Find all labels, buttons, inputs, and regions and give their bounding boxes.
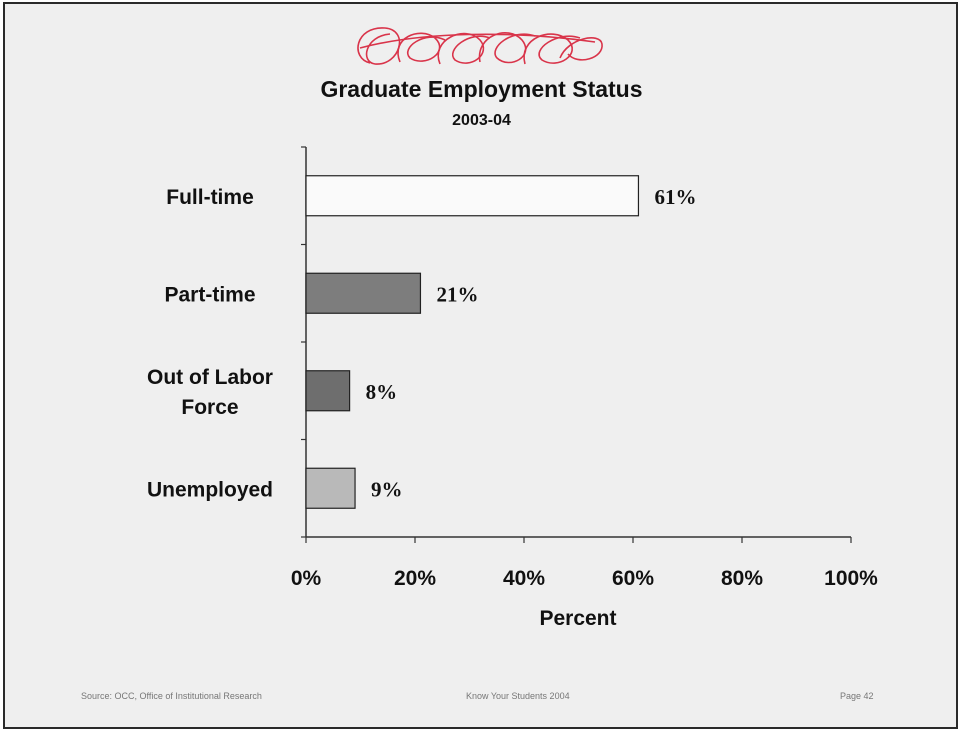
- data-label: 9%: [371, 477, 403, 501]
- bar: [305, 467, 356, 509]
- x-tick-label: 80%: [721, 567, 763, 590]
- x-tick-label: 40%: [503, 567, 545, 590]
- data-label: 8%: [366, 380, 398, 404]
- x-tick-label: 100%: [824, 567, 878, 590]
- data-label: 21%: [436, 282, 478, 306]
- page-frame: [3, 2, 958, 729]
- x-tick-label: 60%: [612, 567, 654, 590]
- footer-source: Source: OCC, Office of Institutional Res…: [81, 691, 262, 701]
- category-label: Part-time: [164, 283, 255, 306]
- bar: [305, 370, 351, 412]
- chart-title: Graduate Employment Status: [320, 76, 643, 102]
- x-tick-label: 20%: [394, 567, 436, 590]
- category-label: Full-time: [166, 186, 254, 209]
- data-label: 61%: [654, 185, 696, 209]
- bar: [305, 272, 422, 314]
- footer-center: Know Your Students 2004: [466, 691, 570, 701]
- category-label: Unemployed: [147, 478, 273, 501]
- x-axis-label: Percent: [539, 607, 616, 630]
- footer-page: Page 42: [840, 691, 874, 701]
- category-label: Force: [181, 396, 238, 419]
- chart-subtitle: 2003-04: [452, 112, 511, 129]
- x-tick-label: 0%: [291, 567, 322, 590]
- category-label: Out of Labor: [147, 366, 273, 389]
- handwritten-scribble: [357, 27, 603, 65]
- bar: [305, 175, 640, 217]
